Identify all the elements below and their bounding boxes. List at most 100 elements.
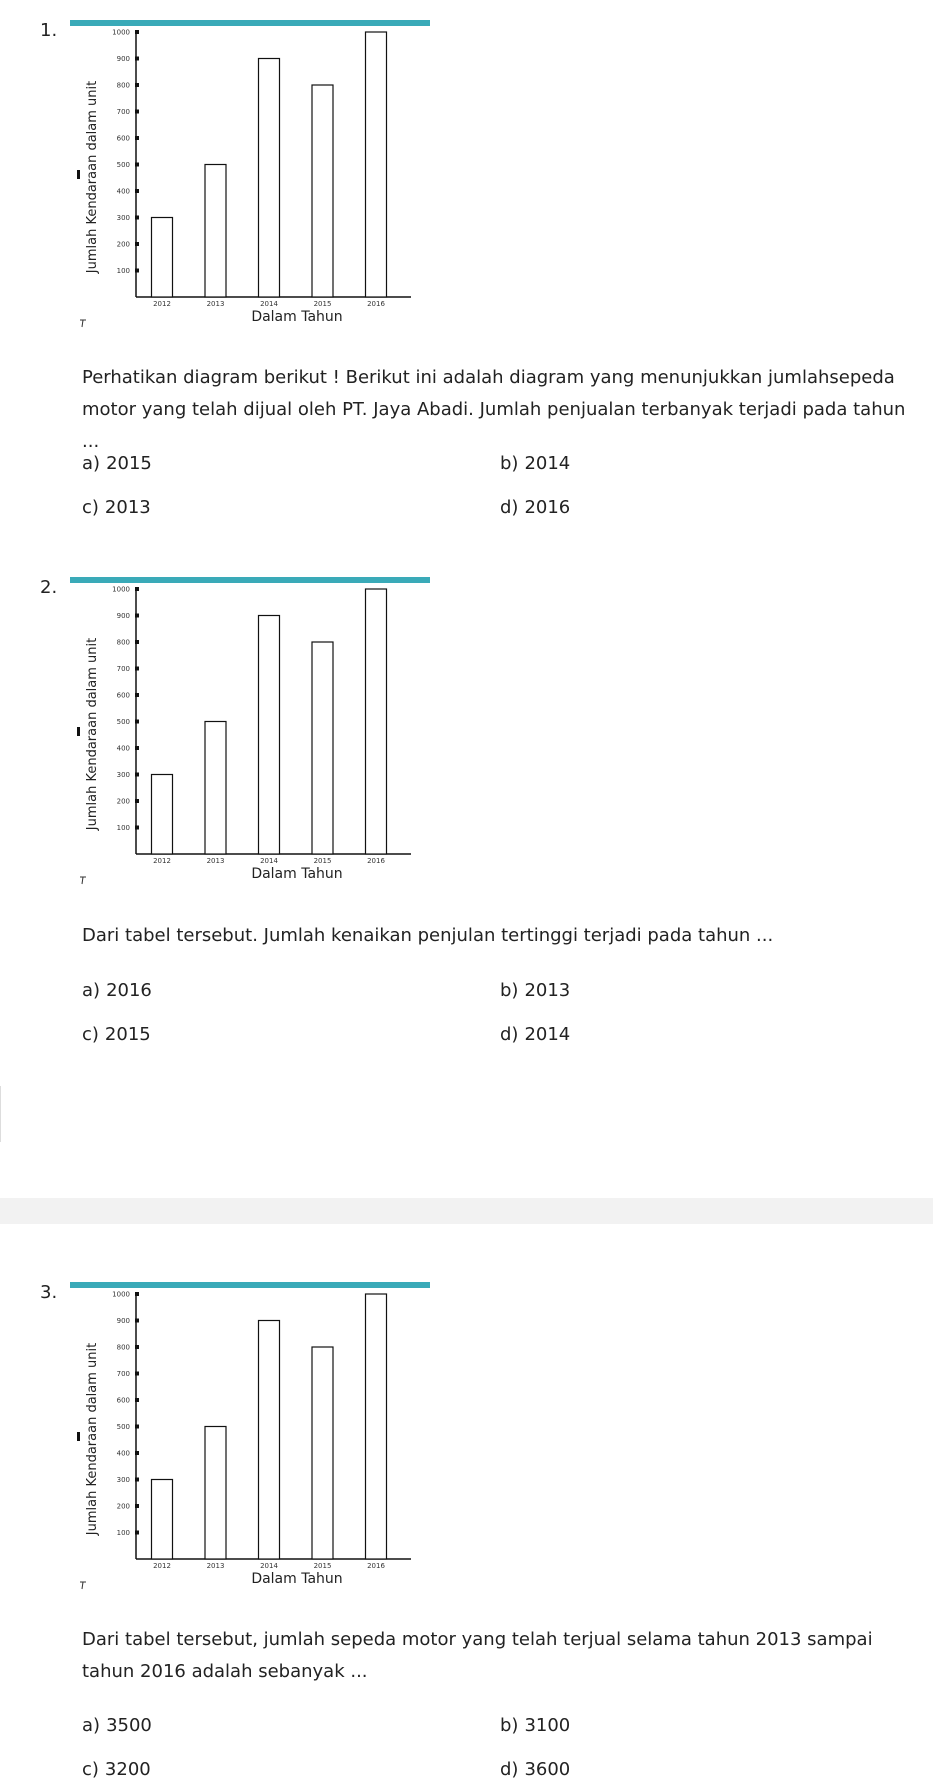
option-value: 2014 bbox=[524, 1024, 571, 1045]
option-letter: a) bbox=[82, 453, 101, 474]
decorative-mark bbox=[77, 1432, 80, 1441]
y-tick-mark bbox=[135, 825, 139, 830]
y-tick-mark bbox=[135, 587, 139, 591]
option-d[interactable]: d) 2014 bbox=[500, 1024, 570, 1045]
option-letter: c) bbox=[82, 1759, 99, 1780]
option-letter: c) bbox=[82, 1024, 99, 1045]
option-value: 3100 bbox=[524, 1715, 571, 1736]
y-tick-label: 600 bbox=[117, 1397, 130, 1405]
option-letter: d) bbox=[500, 497, 519, 518]
y-tick-label: 500 bbox=[117, 1423, 130, 1431]
y-tick-mark bbox=[135, 189, 139, 193]
option-value: 3500 bbox=[106, 1715, 152, 1736]
y-tick-label: 100 bbox=[117, 267, 130, 275]
x-tick-label: 2014 bbox=[260, 857, 278, 865]
y-tick-mark bbox=[135, 1504, 139, 1508]
y-tick-label: 900 bbox=[117, 1317, 130, 1325]
y-tick-mark bbox=[135, 162, 139, 167]
y-axis-label: Jumlah Kendaraan dalam unit bbox=[85, 1343, 100, 1536]
x-tick-label: 2015 bbox=[314, 300, 332, 308]
decorative-mark bbox=[81, 876, 84, 885]
bar bbox=[311, 1346, 334, 1560]
x-tick-label: 2013 bbox=[207, 857, 225, 865]
x-tick-label: 2014 bbox=[260, 1562, 278, 1570]
y-tick-label: 900 bbox=[117, 612, 130, 620]
bar bbox=[364, 1293, 388, 1560]
option-value: 3200 bbox=[104, 1759, 151, 1780]
option-letter: d) bbox=[500, 1024, 519, 1045]
option-c[interactable]: c) 3200 bbox=[82, 1759, 151, 1780]
y-tick-label: 500 bbox=[117, 161, 130, 169]
option-d[interactable]: d) 3600 bbox=[500, 1759, 570, 1780]
option-b[interactable]: b) 3100 bbox=[500, 1715, 570, 1736]
y-tick-mark bbox=[135, 1398, 139, 1402]
option-a[interactable]: a) 2015 bbox=[82, 453, 152, 474]
y-tick-mark bbox=[135, 640, 139, 644]
option-b[interactable]: b) 2013 bbox=[500, 980, 570, 1001]
x-tick-label: 2013 bbox=[207, 300, 225, 308]
y-tick-mark bbox=[135, 30, 139, 34]
y-tick-label: 1000 bbox=[112, 1291, 130, 1299]
option-value: 2015 bbox=[106, 453, 152, 474]
y-tick-label: 100 bbox=[117, 1529, 130, 1537]
x-tick-label: 2012 bbox=[153, 300, 171, 308]
bar bbox=[311, 84, 334, 298]
option-value: 3600 bbox=[524, 1759, 571, 1780]
x-tick-label: 2016 bbox=[367, 1562, 385, 1570]
y-tick-label: 800 bbox=[117, 82, 130, 90]
y-tick-mark bbox=[135, 136, 139, 140]
y-tick-mark bbox=[135, 746, 139, 750]
y-tick-mark bbox=[135, 613, 139, 618]
decorative-mark bbox=[81, 319, 84, 328]
option-letter: b) bbox=[500, 453, 519, 474]
option-d[interactable]: d) 2016 bbox=[500, 497, 570, 518]
x-tick-label: 2015 bbox=[314, 1562, 332, 1570]
bar bbox=[257, 57, 281, 298]
bar bbox=[150, 773, 174, 855]
option-letter: b) bbox=[500, 1715, 519, 1736]
y-tick-label: 1000 bbox=[112, 586, 130, 594]
option-value: 2013 bbox=[524, 980, 571, 1001]
x-tick-label: 2014 bbox=[260, 300, 278, 308]
option-value: 2016 bbox=[524, 497, 571, 518]
bar bbox=[150, 1478, 174, 1560]
bar bbox=[364, 588, 388, 855]
y-tick-label: 700 bbox=[117, 108, 130, 116]
y-tick-mark bbox=[135, 1371, 139, 1376]
option-a[interactable]: a) 2016 bbox=[82, 980, 152, 1001]
bar bbox=[257, 614, 281, 855]
y-tick-mark bbox=[135, 1451, 139, 1455]
y-tick-label: 1000 bbox=[112, 29, 130, 37]
x-axis-label: Dalam Tahun bbox=[251, 866, 342, 882]
option-c[interactable]: c) 2013 bbox=[82, 497, 151, 518]
x-tick-label: 2016 bbox=[367, 857, 385, 865]
y-axis-label: Jumlah Kendaraan dalam unit bbox=[85, 81, 100, 274]
y-tick-mark bbox=[135, 1424, 139, 1429]
y-tick-label: 700 bbox=[117, 1370, 130, 1378]
chart-header-bar bbox=[70, 577, 430, 583]
y-tick-mark bbox=[135, 719, 139, 724]
bar bbox=[204, 1425, 227, 1560]
y-tick-label: 500 bbox=[117, 718, 130, 726]
option-c[interactable]: c) 2015 bbox=[82, 1024, 151, 1045]
option-b[interactable]: b) 2014 bbox=[500, 453, 570, 474]
decorative-mark bbox=[81, 1581, 84, 1590]
question-text: Perhatikan diagram berikut ! Berikut ini… bbox=[82, 367, 906, 452]
option-letter: b) bbox=[500, 980, 519, 1001]
bar-chart-2: 100 200 300 400 500 600 700 800 900 1000 2012 2013 2… bbox=[70, 577, 430, 885]
y-tick-label: 900 bbox=[117, 55, 130, 63]
y-tick-mark bbox=[135, 56, 139, 61]
y-tick-label: 200 bbox=[117, 798, 130, 806]
decorative-mark bbox=[77, 727, 80, 736]
x-tick-label: 2016 bbox=[367, 300, 385, 308]
x-axis-label: Dalam Tahun bbox=[251, 1571, 342, 1587]
x-axis-label: Dalam Tahun bbox=[251, 309, 342, 325]
option-value: 2013 bbox=[104, 497, 151, 518]
option-letter: d) bbox=[500, 1759, 519, 1780]
bar bbox=[364, 31, 388, 298]
option-a[interactable]: a) 3500 bbox=[82, 1715, 152, 1736]
bar bbox=[204, 163, 227, 298]
bar-chart-3: 100 200 300 400 500 600 700 800 900 1000 2012 2013 2… bbox=[70, 1282, 430, 1590]
bar bbox=[311, 641, 334, 855]
question-number: 3. bbox=[40, 1282, 58, 1303]
